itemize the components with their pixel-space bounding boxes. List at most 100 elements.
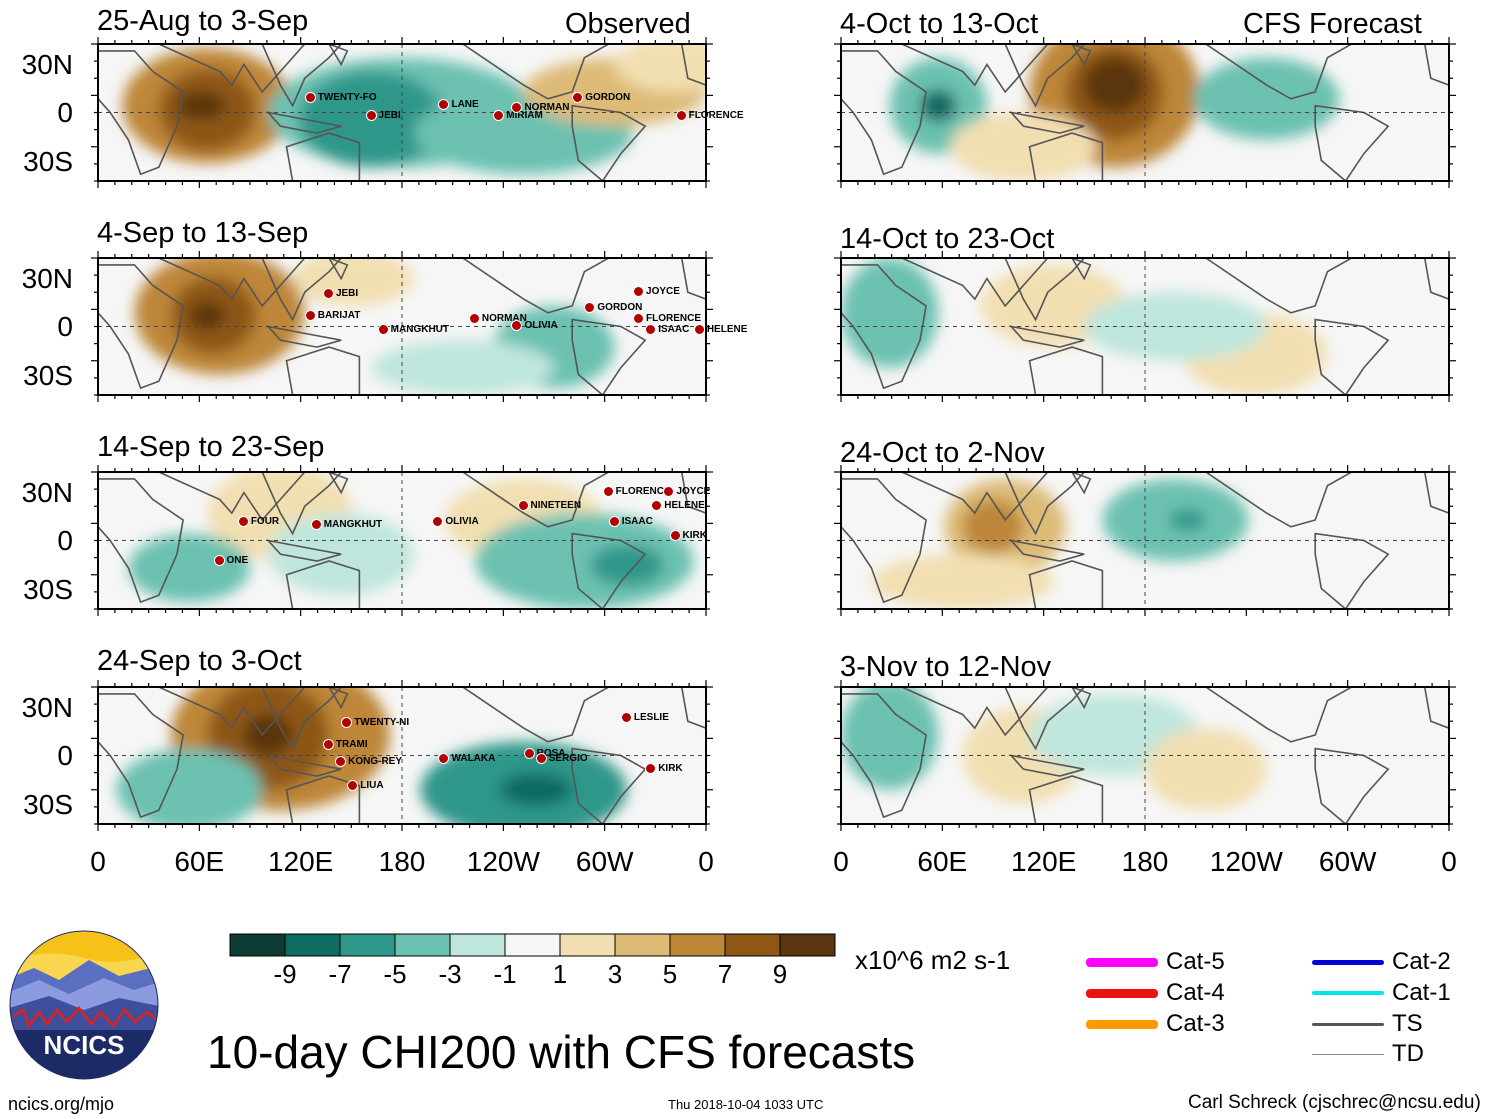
coastline — [461, 687, 611, 743]
coastline — [158, 44, 306, 94]
legend-cat1: Cat-1 — [1312, 979, 1451, 1007]
lat-label: 30S — [23, 145, 73, 177]
anomaly-contour — [177, 91, 226, 120]
anomaly-contour — [920, 89, 957, 123]
coastline — [1204, 258, 1354, 314]
storm-label: SERGIO — [536, 753, 588, 764]
coastline — [1314, 747, 1390, 824]
colorbar-swatch — [559, 933, 616, 957]
map-panel — [91, 37, 713, 188]
coastline — [841, 693, 927, 819]
coastline — [1009, 111, 1085, 134]
storm-label: WALAKA — [438, 753, 495, 764]
anomaly-contour — [614, 44, 706, 92]
map-panel — [834, 465, 1456, 616]
coastline — [1071, 687, 1092, 710]
legend-cat2: Cat-2 — [1312, 948, 1451, 976]
coastline — [1004, 687, 1086, 751]
lon-label: 120W — [1209, 846, 1283, 877]
lat-label: 0 — [57, 739, 73, 771]
colorbar-label: -3 — [438, 959, 462, 989]
map-panel — [91, 251, 713, 402]
map-panel — [91, 465, 713, 616]
coastline — [261, 258, 343, 322]
anomaly-contour — [116, 748, 263, 824]
coastline — [680, 258, 706, 300]
panel-title: 25-Aug to 3-Sep — [97, 5, 309, 37]
forecast-label: CFS Forecast — [1243, 8, 1422, 40]
observed-panel-4: 24-Sep to 3-Oct — [0, 645, 720, 845]
colorbar-swatch — [284, 933, 341, 957]
panel-title: 3-Nov to 12-Nov — [840, 651, 1052, 683]
panel-title: 14-Oct to 23-Oct — [840, 223, 1055, 255]
coastline — [1028, 775, 1104, 824]
coastline — [461, 258, 611, 314]
anomaly-contour — [841, 687, 939, 790]
forecast-panel-4: 3-Nov to 12-Nov — [740, 645, 1460, 845]
storm-label: LESLIE — [621, 712, 669, 723]
coastline — [1004, 258, 1086, 322]
coastline — [1004, 44, 1086, 108]
legend-swatch — [1312, 991, 1384, 995]
coastline — [98, 693, 184, 819]
anomaly-contour — [1169, 508, 1206, 531]
coastline — [1004, 472, 1086, 536]
coastline — [328, 44, 349, 67]
colorbar-label: -1 — [493, 959, 517, 989]
storm-label: GORDON — [572, 92, 630, 103]
panel-title: 24-Oct to 2-Nov — [840, 437, 1045, 469]
coastline — [266, 754, 342, 777]
coastline — [266, 111, 342, 134]
colorbar-swatch — [449, 933, 506, 957]
lon-label: 60E — [917, 846, 968, 877]
coastline — [1314, 104, 1390, 181]
legend-cat5: Cat-5 — [1086, 948, 1225, 976]
colorbar-label: -5 — [383, 959, 407, 989]
coastline — [1314, 318, 1390, 395]
anomaly-contour — [1193, 57, 1340, 140]
coastline — [1423, 44, 1449, 86]
storm-label: KIRK — [670, 530, 707, 541]
coastline — [285, 346, 361, 395]
coastline — [1009, 754, 1085, 777]
coastline — [261, 472, 343, 536]
anomaly-contour — [474, 513, 694, 609]
lon-label: 0 — [1441, 846, 1457, 877]
colorbar-label: 1 — [552, 959, 568, 989]
anomaly-contour — [499, 773, 573, 807]
coastline — [1314, 532, 1390, 609]
storm-label: OLIVIA — [511, 320, 557, 331]
legend-swatch — [1312, 1022, 1384, 1026]
map-panels — [91, 37, 1456, 831]
storm-label: OLIVIA — [432, 516, 478, 527]
coastline — [266, 325, 342, 348]
observed-panel-3: 14-Sep to 23-Sep — [0, 430, 720, 630]
storm-label: ISAAC — [645, 324, 689, 335]
coastline — [328, 258, 349, 281]
observed-panel-2: 4-Sep to 13-Sep — [0, 215, 720, 415]
footer-url[interactable]: ncics.org/mjo — [8, 1094, 115, 1114]
coastline — [1204, 44, 1354, 100]
coastline — [841, 264, 927, 390]
coastline — [901, 687, 1049, 737]
forecast-panel-2: 14-Oct to 23-Oct — [740, 215, 1460, 415]
storm-label: LANE — [438, 99, 478, 110]
units-label: x10^6 m2 s-1 — [855, 945, 1011, 975]
coastline — [1071, 472, 1092, 495]
main-title: 10-day CHI200 with CFS forecasts — [207, 1026, 916, 1078]
colorbar-swatch — [669, 933, 726, 957]
lon-label: 0 — [90, 846, 106, 877]
lat-label: 30S — [23, 573, 73, 605]
map-panel — [834, 680, 1456, 831]
coastline — [98, 478, 184, 604]
storm-label: HELENE — [651, 500, 705, 511]
coastline — [328, 687, 349, 710]
coastline — [1204, 472, 1354, 528]
colorbar-label: 7 — [717, 959, 733, 989]
coastline — [901, 258, 1049, 308]
coastline — [98, 264, 184, 390]
anomaly-contour — [590, 544, 664, 586]
lat-label: 0 — [57, 96, 73, 128]
footer-author: Carl Schreck (cjschrec@ncsu.edu) — [1188, 1092, 1481, 1113]
legend-swatch — [1086, 988, 1158, 998]
